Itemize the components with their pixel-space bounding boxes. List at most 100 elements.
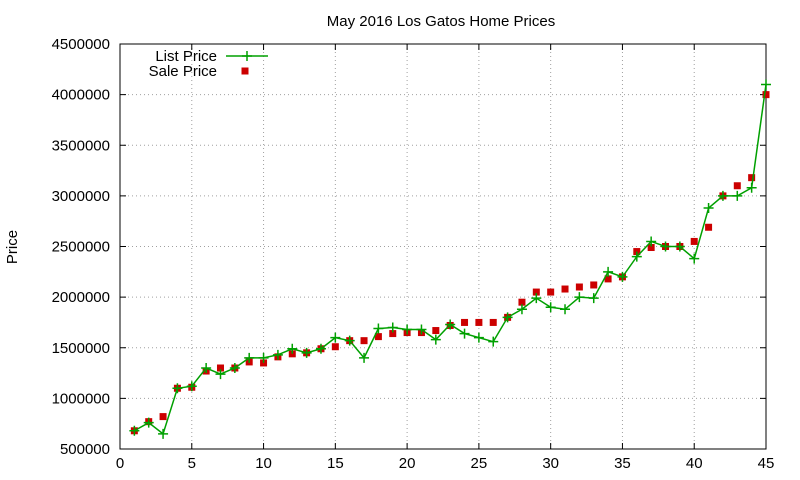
- y-tick-label: 2500000: [52, 239, 110, 256]
- list-price-point: [560, 304, 571, 315]
- list-price-point: [301, 347, 312, 358]
- y-axis-tick-labels: 500000 1000000 1500000 2000000 2500000 300000…: [52, 36, 110, 458]
- x-tick-label: 40: [686, 455, 703, 472]
- axis-ticks: [119, 43, 767, 450]
- sale-price-point: [260, 359, 268, 367]
- list-price-point: [244, 352, 255, 363]
- sale-price-point: [590, 281, 598, 289]
- sale-price-point: [647, 244, 655, 252]
- list-price-point: [660, 241, 671, 252]
- list-price-point: [416, 324, 427, 335]
- list-price-point: [545, 302, 556, 313]
- x-axis-tick-labels: 0 5 10 15 20 25 30 35 40 45: [116, 455, 775, 472]
- list-price-point: [603, 266, 614, 277]
- list-price-point: [330, 332, 341, 343]
- sale-price-point: [461, 318, 469, 326]
- legend-label-list-price: List Price: [155, 48, 217, 65]
- list-price-point: [473, 332, 484, 343]
- list-price-point: [646, 236, 657, 247]
- sale-price-point: [690, 237, 698, 245]
- list-price-point: [215, 369, 226, 380]
- sale-price-point: [432, 327, 440, 335]
- list-price-point: [574, 292, 585, 303]
- x-tick-label: 0: [116, 455, 124, 472]
- list-price-point: [531, 293, 542, 304]
- series-list-price: [129, 79, 771, 439]
- x-tick-label: 25: [471, 455, 488, 472]
- sale-price-point: [633, 248, 641, 256]
- list-price-point: [143, 417, 154, 428]
- list-price-point: [631, 251, 642, 262]
- sale-price-point: [360, 337, 368, 345]
- list-price-point: [287, 343, 298, 354]
- x-tick-label: 5: [188, 455, 196, 472]
- list-price-point: [258, 352, 269, 363]
- list-price-point: [129, 425, 140, 436]
- data-series: [129, 79, 771, 439]
- list-price-point: [674, 241, 685, 252]
- sale-price-point: [532, 288, 540, 296]
- x-tick-label: 15: [327, 455, 344, 472]
- list-price-point: [172, 383, 183, 394]
- chart-title: May 2016 Los Gatos Home Prices: [327, 13, 555, 30]
- y-tick-label: 3000000: [52, 188, 110, 205]
- sale-price-point: [288, 350, 296, 358]
- sale-price-point: [216, 364, 224, 372]
- list-price-point: [430, 334, 441, 345]
- list-price-point: [359, 352, 370, 363]
- sale-price-point: [733, 182, 741, 190]
- sale-price-point: [331, 343, 339, 351]
- list-price-point: [373, 323, 384, 334]
- sale-price-point: [374, 333, 382, 341]
- legend: List Price Sale Price: [149, 48, 268, 80]
- list-price-point: [459, 328, 470, 339]
- list-price-point: [445, 319, 456, 330]
- list-price-point: [315, 343, 326, 354]
- list-price-point: [746, 182, 757, 193]
- list-price-point: [402, 324, 413, 335]
- y-tick-label: 1500000: [52, 340, 110, 357]
- list-price-point: [272, 349, 283, 360]
- list-price-point: [717, 190, 728, 201]
- list-price-point: [732, 190, 743, 201]
- list-price-point: [201, 363, 212, 373]
- sale-price-point: [475, 318, 483, 326]
- y-tick-label: 2000000: [52, 289, 110, 306]
- x-tick-label: 30: [542, 455, 559, 472]
- x-tick-label: 35: [614, 455, 631, 472]
- x-tick-label: 20: [399, 455, 416, 472]
- y-tick-label: 3500000: [52, 137, 110, 154]
- list-price-point: [158, 428, 169, 439]
- y-tick-label: 4000000: [52, 87, 110, 104]
- list-price-point: [516, 304, 527, 315]
- legend-marker-sale-price: [241, 67, 249, 75]
- list-price-point: [387, 322, 398, 333]
- sale-price-point: [561, 285, 569, 293]
- y-axis-label: Price: [4, 230, 21, 264]
- list-price-point: [617, 271, 628, 282]
- sale-price-point: [489, 318, 497, 326]
- y-tick-label: 500000: [60, 441, 110, 458]
- x-tick-label: 45: [758, 455, 775, 472]
- list-price-point: [229, 363, 240, 373]
- sale-price-point: [705, 223, 713, 231]
- legend-marker-list-price: [242, 51, 252, 61]
- list-price-point: [588, 293, 599, 304]
- list-price-point: [761, 79, 771, 90]
- list-price-point: [344, 335, 355, 346]
- sale-price-point: [547, 288, 555, 296]
- sale-price-point: [748, 174, 756, 182]
- sale-price-point: [518, 298, 526, 306]
- y-tick-label: 1000000: [52, 390, 110, 407]
- list-price-point: [502, 312, 513, 323]
- sale-price-point: [159, 413, 167, 421]
- sale-price-point: [575, 283, 583, 291]
- y-tick-label: 4500000: [52, 36, 110, 53]
- sale-price-point: [389, 330, 397, 338]
- list-price-point: [689, 253, 700, 264]
- list-price-point: [488, 336, 499, 347]
- legend-label-sale-price: Sale Price: [149, 63, 217, 80]
- sale-price-point: [604, 275, 612, 283]
